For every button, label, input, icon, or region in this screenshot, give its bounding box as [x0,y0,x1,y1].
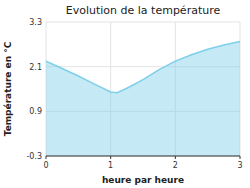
x-tick [175,156,176,159]
grid [46,22,240,156]
y-tick-label: -0.3 [26,152,42,161]
line [46,41,240,92]
y-axis-label: Température en °C [3,41,13,136]
area [46,41,240,156]
chart: 0 1 2 3 -0.3 0.9 2.1 3.3 heure par heure Températ… [0,0,250,188]
x-tick-label: 2 [173,161,178,170]
x-axis-line [46,156,240,157]
y-tick-label: 0.9 [29,107,42,116]
x-tick [240,156,241,159]
y-tick-label: 2.1 [29,63,42,72]
y-grid-line [46,156,240,157]
axes: 0 1 2 3 -0.3 0.9 2.1 3.3 [26,18,242,170]
x-tick-label: 1 [108,161,113,170]
x-tick-label: 3 [237,161,242,170]
y-tick-label: 3.3 [29,18,42,27]
x-tick [110,156,111,159]
plot-area [46,41,240,156]
x-tick-label: 0 [43,161,48,170]
title: Evolution de la température [66,4,221,17]
x-tick [46,156,47,159]
y-grid-line [46,22,240,23]
x-axis-label: heure par heure [102,175,184,185]
